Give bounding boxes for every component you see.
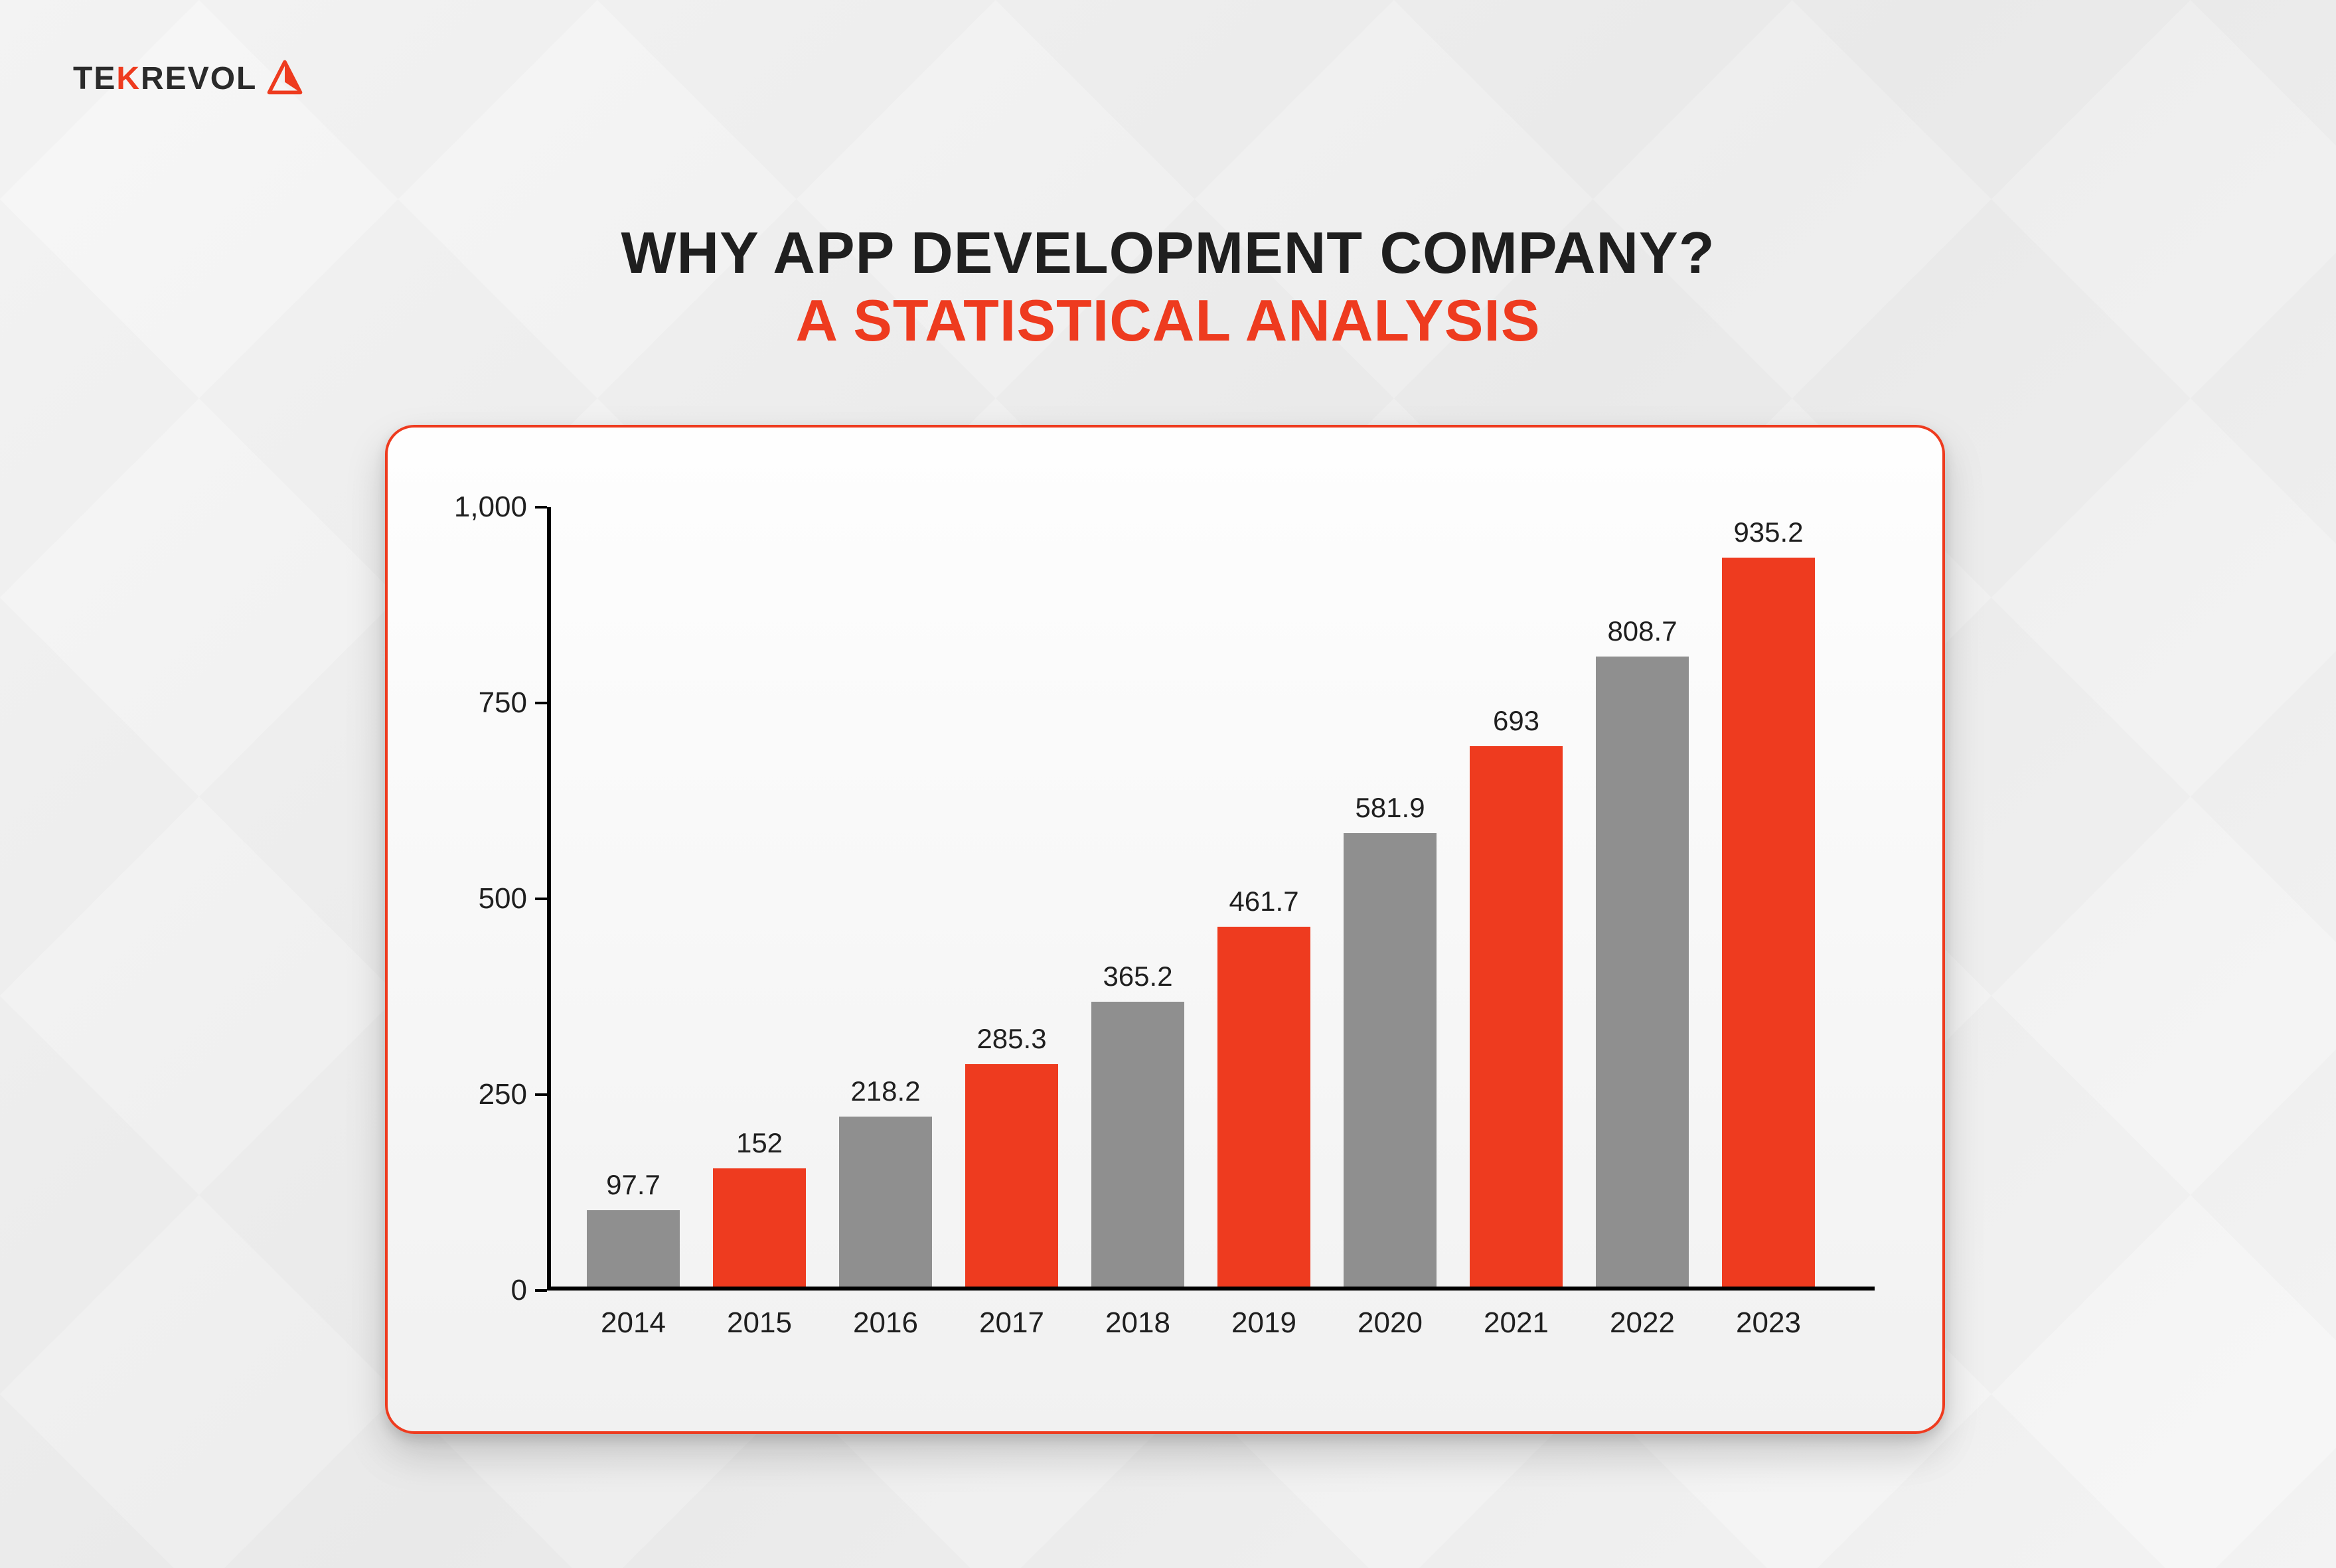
bar: 808.7	[1596, 657, 1689, 1287]
logo-mark-icon	[266, 60, 303, 97]
x-tick-label: 2020	[1358, 1306, 1423, 1340]
infographic-canvas: TEKREVOL WHY APP DEVELOPMENT COMPANY? A …	[0, 0, 2336, 1568]
title-line-2: A STATISTICAL ANALYSIS	[0, 287, 2336, 354]
bar-value-label: 935.2	[1733, 516, 1803, 548]
bars-container: 97.7 152 218.2 285.3 365.2 461.7 581.9 693 808.7…	[547, 507, 1875, 1291]
y-tick-label: 1,000	[454, 491, 527, 524]
bar-value-label: 581.9	[1355, 792, 1425, 824]
y-tick-label: 500	[479, 882, 527, 915]
x-tick-label: 2014	[601, 1306, 666, 1340]
x-tick-label: 2019	[1231, 1306, 1296, 1340]
logo-text: TEKREVOL	[73, 60, 257, 97]
bar: 97.7	[587, 1210, 680, 1287]
title-block: WHY APP DEVELOPMENT COMPANY? A STATISTIC…	[0, 219, 2336, 354]
bar-value-label: 693	[1493, 705, 1539, 737]
y-tick	[535, 898, 547, 900]
title-line-1: WHY APP DEVELOPMENT COMPANY?	[0, 219, 2336, 287]
y-tick-label: 750	[479, 686, 527, 720]
bar-value-label: 365.2	[1103, 961, 1172, 992]
x-tick-label: 2018	[1105, 1306, 1170, 1340]
bar: 218.2	[839, 1117, 932, 1287]
y-tick-label: 0	[511, 1274, 527, 1307]
x-tick-label: 2021	[1484, 1306, 1549, 1340]
x-tick-label: 2022	[1610, 1306, 1675, 1340]
y-tick	[535, 1093, 547, 1096]
bar: 285.3	[965, 1064, 1058, 1287]
bar-value-label: 152	[736, 1127, 783, 1159]
bar-value-label: 285.3	[976, 1023, 1046, 1055]
y-tick	[535, 506, 547, 509]
bar: 461.7	[1217, 927, 1310, 1287]
y-tick	[535, 702, 547, 704]
y-tick-label: 250	[479, 1078, 527, 1111]
logo-text-prefix: TE	[73, 61, 116, 96]
x-tick-label: 2023	[1736, 1306, 1801, 1340]
bar: 365.2	[1091, 1002, 1184, 1287]
chart-card: 97.7 152 218.2 285.3 365.2 461.7 581.9 693 808.7…	[385, 425, 1945, 1434]
chart-plot-area: 97.7 152 218.2 285.3 365.2 461.7 581.9 693 808.7…	[547, 507, 1875, 1291]
bar: 152	[713, 1168, 806, 1287]
logo-text-accent: K	[116, 61, 141, 96]
x-tick-label: 2017	[979, 1306, 1044, 1340]
bar-value-label: 218.2	[850, 1075, 920, 1107]
bar-value-label: 461.7	[1229, 886, 1298, 917]
bar-value-label: 97.7	[606, 1169, 661, 1201]
x-tick-label: 2016	[853, 1306, 918, 1340]
brand-logo: TEKREVOL	[73, 60, 303, 97]
bar: 935.2	[1722, 558, 1815, 1287]
logo-text-suffix: REVOL	[141, 61, 257, 96]
y-tick	[535, 1289, 547, 1292]
bar-value-label: 808.7	[1607, 615, 1677, 647]
x-tick-label: 2015	[727, 1306, 792, 1340]
bar: 693	[1470, 746, 1563, 1287]
bar: 581.9	[1344, 833, 1437, 1287]
